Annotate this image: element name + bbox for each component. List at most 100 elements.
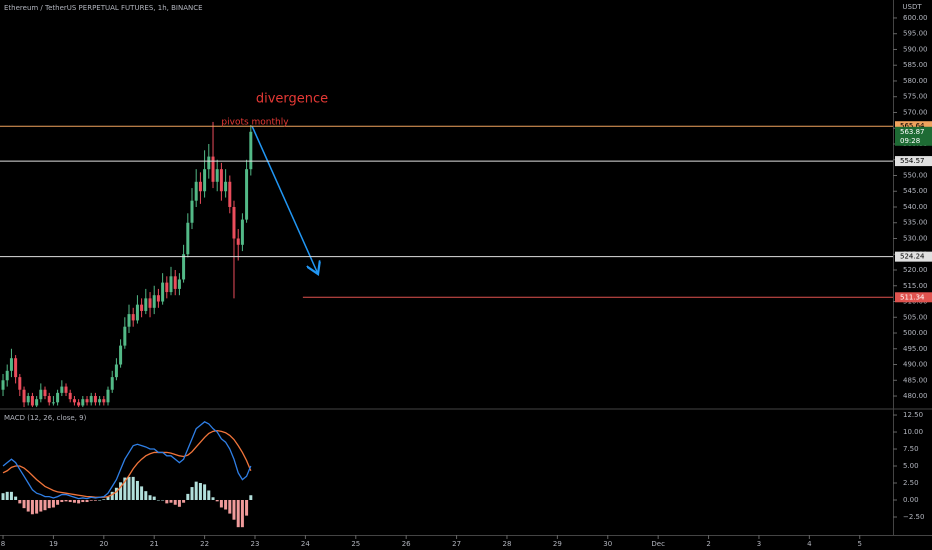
candle-body: [85, 399, 89, 403]
histogram-bar: [68, 499, 72, 503]
histogram-bar: [194, 481, 198, 500]
candle-body: [35, 399, 39, 406]
last-price: 563.87: [900, 128, 925, 136]
histogram-bar: [240, 499, 244, 528]
histogram-bar: [131, 476, 135, 500]
candle-body: [114, 364, 118, 378]
histogram-bar: [127, 476, 131, 500]
candle-body: [215, 169, 219, 182]
histogram-bar: [177, 499, 181, 507]
candle-body: [177, 279, 181, 289]
histogram-bar: [5, 491, 9, 500]
y-tick-label: 495.00: [903, 345, 928, 353]
candle-body: [144, 298, 148, 311]
candle-body: [60, 386, 64, 393]
level-label-bg: [895, 251, 932, 262]
x-tick-label: 26: [402, 540, 411, 548]
x-tick-label: 2: [706, 540, 710, 548]
x-tick-label: 23: [251, 540, 260, 548]
x-tick-label: 21: [150, 540, 159, 548]
candle-body: [93, 396, 97, 403]
candle-body: [51, 402, 55, 404]
y-tick-label: −2.50: [903, 513, 924, 521]
candle-body: [77, 402, 81, 406]
x-tick-label: 20: [99, 540, 108, 548]
y-tick-label: 0.00: [903, 496, 919, 504]
histogram-bar: [56, 499, 60, 505]
macd-title: MACD (12, 26, close, 9): [4, 414, 87, 422]
x-tick-label: 28: [503, 540, 512, 548]
annotation: pivots monthly: [221, 118, 289, 128]
candle-body: [161, 282, 165, 302]
histogram-bar: [106, 496, 110, 500]
histogram-bar: [148, 495, 152, 500]
y-tick-label: 520.00: [903, 266, 928, 274]
x-tick-label: 29: [553, 540, 562, 548]
histogram-bar: [161, 499, 165, 501]
histogram-bar: [203, 484, 207, 500]
y-tick-label: 7.50: [903, 445, 919, 453]
histogram-bar: [98, 499, 102, 501]
histogram-bar: [228, 499, 232, 514]
y-tick-label: 530.00: [903, 234, 928, 242]
candle-body: [98, 399, 102, 403]
candle-body: [224, 181, 228, 192]
main-pane: [1, 121, 253, 408]
x-tick-label: 4: [807, 540, 812, 548]
candle-body: [26, 396, 30, 403]
candle-body: [173, 276, 177, 289]
candle-body: [22, 389, 26, 403]
candle-body: [131, 314, 135, 321]
annotation: divergence: [256, 92, 328, 107]
histogram-bar: [186, 493, 190, 500]
histogram-bar: [207, 490, 211, 500]
x-tick-label: 22: [200, 540, 209, 548]
y-tick-label: 600.00: [903, 14, 928, 22]
y-tick-label: 5.00: [903, 462, 919, 470]
y-tick-label: 585.00: [903, 61, 928, 69]
x-tick-label: 3: [757, 540, 761, 548]
histogram-bar: [135, 480, 139, 500]
candle-body: [56, 392, 60, 403]
histogram-bar: [152, 496, 156, 500]
y-tick-label: 485.00: [903, 376, 928, 384]
y-tick-label: 10.00: [903, 428, 923, 436]
histogram-bar: [47, 499, 51, 509]
candle-body: [232, 206, 236, 239]
y-tick-label: 515.00: [903, 282, 928, 290]
histogram-bar: [165, 499, 169, 504]
x-tick-label: 5: [858, 540, 862, 548]
x-tick-label: 8: [1, 540, 5, 548]
histogram-bar: [9, 491, 13, 500]
histogram-bar: [18, 499, 22, 504]
y-tick-label: 590.00: [903, 45, 928, 53]
level-label-bg: [895, 121, 932, 132]
x-tick-label: Dec: [651, 540, 665, 548]
macd-line: [2, 421, 252, 500]
histogram-bar: [173, 499, 177, 505]
candle-body: [43, 389, 47, 397]
candle-body: [194, 181, 198, 201]
candle-body: [1, 380, 5, 390]
candle-body: [110, 377, 114, 390]
level-label-bg: [895, 156, 932, 167]
histogram-bar: [26, 499, 30, 512]
histogram-bar: [236, 499, 240, 528]
histogram-bar: [14, 496, 18, 500]
y-tick-label: 570.00: [903, 108, 928, 116]
histogram-bar: [119, 482, 123, 500]
candle-body: [123, 326, 127, 346]
level-label: 524.24: [900, 253, 925, 261]
histogram-bar: [169, 499, 173, 503]
candle-body: [18, 377, 22, 390]
level-label: 554.57: [900, 157, 925, 165]
level-label: 511.34: [900, 293, 925, 301]
histogram-bar: [35, 499, 39, 514]
histogram-bar: [51, 499, 55, 508]
candle-body: [135, 304, 139, 321]
candle-body: [68, 392, 72, 400]
countdown: 09:28: [900, 137, 920, 145]
histogram-bar: [39, 499, 43, 512]
